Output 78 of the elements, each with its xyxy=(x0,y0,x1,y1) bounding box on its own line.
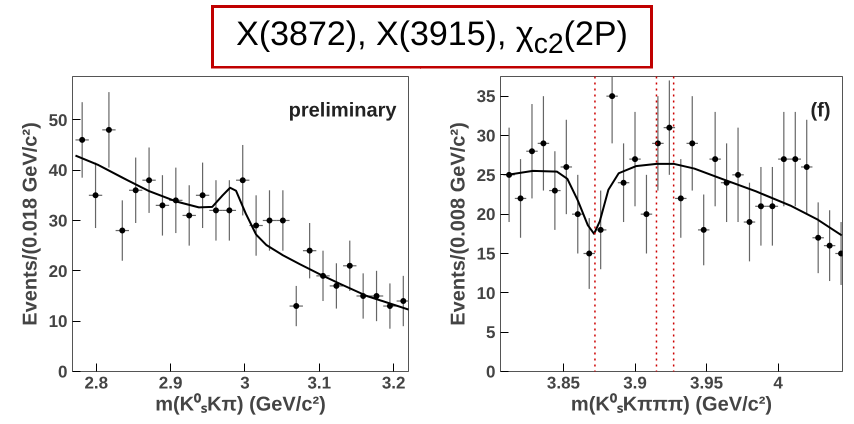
point xyxy=(212,207,219,214)
point xyxy=(528,148,535,154)
x-tick-label: 4 xyxy=(773,374,784,392)
point xyxy=(712,156,718,162)
point xyxy=(79,136,86,143)
y-tick-label: 30 xyxy=(476,126,496,146)
point xyxy=(346,262,353,269)
x-tick-label: 3.2 xyxy=(382,374,406,392)
point xyxy=(746,219,752,226)
point xyxy=(333,282,340,289)
annotation: preliminary xyxy=(288,100,398,122)
point xyxy=(119,228,126,234)
line-series xyxy=(74,154,408,311)
point xyxy=(620,180,627,186)
x-tick-label: 2.9 xyxy=(158,374,182,392)
point xyxy=(678,195,684,202)
y-tick-label: 5 xyxy=(486,323,496,342)
annotation: (f) xyxy=(810,100,831,122)
point xyxy=(374,292,380,299)
point xyxy=(226,207,232,214)
point xyxy=(266,217,272,224)
point xyxy=(643,211,650,218)
point xyxy=(780,156,787,162)
x-tick-label: 2.8 xyxy=(84,374,108,392)
point xyxy=(563,164,570,170)
y-tick-label: 30 xyxy=(48,211,68,230)
y-tick-label: 15 xyxy=(476,244,496,264)
point xyxy=(826,242,833,249)
y-tick-label: 10 xyxy=(48,312,68,332)
point xyxy=(574,211,581,218)
point xyxy=(609,93,616,100)
point xyxy=(804,164,810,170)
x-tick-label: 3.1 xyxy=(307,374,332,392)
point xyxy=(132,187,139,194)
point xyxy=(815,234,822,241)
y-tick-label: 25 xyxy=(476,166,496,185)
x-axis-title: m(K⁰ₛKπ) (GeV/c²) xyxy=(155,392,326,416)
point xyxy=(735,172,742,178)
point xyxy=(598,226,604,233)
x-tick-label: 3.9 xyxy=(623,374,647,392)
point xyxy=(769,203,776,210)
y-tick-label: 10 xyxy=(476,284,496,303)
point xyxy=(758,203,764,210)
y-axis-title: Events/(0.018 GeV/c²) xyxy=(20,122,42,326)
point xyxy=(186,212,192,218)
point xyxy=(146,177,152,184)
point xyxy=(106,126,112,133)
point xyxy=(632,156,638,162)
point xyxy=(293,303,300,310)
y-tick-label: 40 xyxy=(48,161,68,180)
x-tick-label: 3 xyxy=(240,374,250,392)
y-tick-label: 0 xyxy=(58,362,68,382)
y-tick-label: 20 xyxy=(476,205,496,224)
point xyxy=(586,250,592,256)
point xyxy=(518,195,524,202)
y-axis-title: Events/(0.008 GeV/c²) xyxy=(448,122,470,326)
point xyxy=(552,188,558,194)
chart-title: X(3872), X(3915), χ$_{c2}$(2P) xyxy=(211,5,653,70)
point xyxy=(253,222,260,229)
point xyxy=(700,226,707,233)
point xyxy=(240,177,246,184)
point xyxy=(92,192,99,198)
point xyxy=(306,248,313,254)
point xyxy=(159,202,166,208)
point xyxy=(400,298,406,304)
point xyxy=(280,217,286,224)
y-tick-label: 50 xyxy=(48,110,68,130)
x-tick-label: 3.85 xyxy=(546,374,580,392)
point xyxy=(792,156,798,162)
point xyxy=(200,192,206,198)
y-tick-label: 20 xyxy=(48,262,68,281)
y-tick-label: 35 xyxy=(476,87,496,106)
point xyxy=(540,140,546,146)
x-tick-label: 3.95 xyxy=(690,374,724,392)
y-tick-label: 0 xyxy=(486,362,496,382)
x-axis-title: m(K⁰ₛKπππ) (GeV/c²) xyxy=(570,392,772,416)
point xyxy=(689,140,696,146)
point xyxy=(666,124,672,131)
